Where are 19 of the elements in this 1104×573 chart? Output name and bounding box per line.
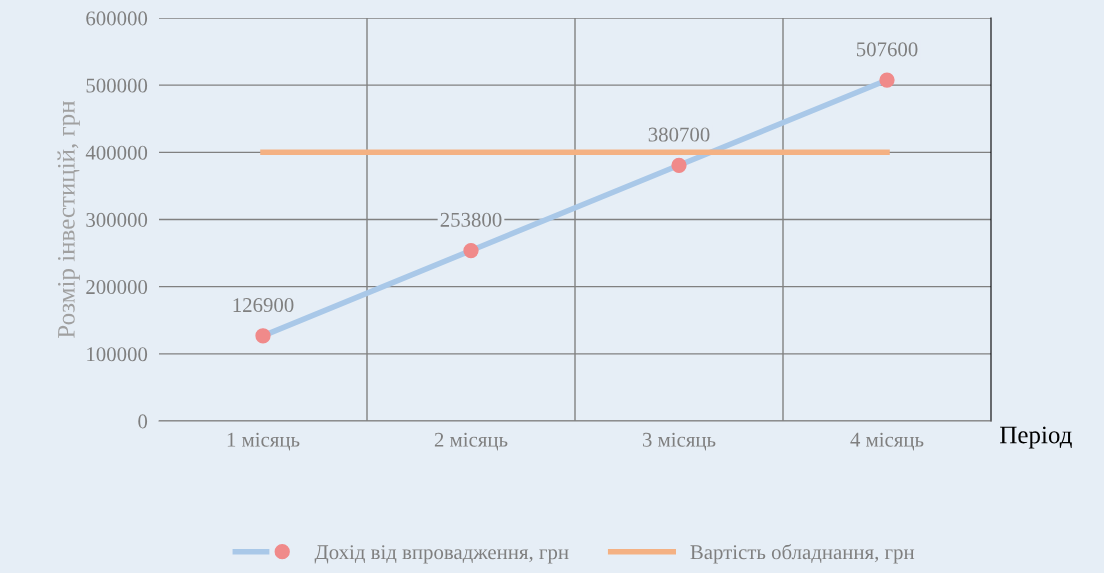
y-tick-label: 100000 [87,347,148,362]
data-label: 126900 [233,298,294,313]
legend-label: Дохід від впровадження, грн [314,545,569,564]
data-label: 380700 [648,127,710,142]
data-label: 507600 [856,42,918,57]
y-tick-label: 0 [138,414,148,429]
y-tick-label: 600000 [86,11,148,26]
y-axis-title: Розмір інвестицій, грн [57,100,80,338]
legend-label: Вартість обладнання, грн [690,544,915,564]
x-tick-label: 3 місяць [642,432,716,451]
y-tick-label: 400000 [85,145,148,160]
y-tick-label: 500000 [86,78,148,93]
x-tick-label: 2 місяць [434,432,508,451]
y-tick-label: 200000 [86,280,148,295]
x-tick-label: 1 місяць [227,432,300,451]
y-tick-label: 300000 [86,212,148,227]
x-axis-title: Період [1000,426,1072,449]
x-tick-label: 4 місяць [850,432,924,451]
data-label: 253800 [440,212,502,227]
